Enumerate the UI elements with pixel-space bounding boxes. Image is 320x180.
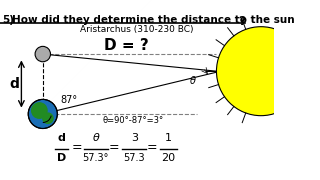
Text: How did they determine the distance to the sun: How did they determine the distance to t…: [12, 15, 295, 25]
Text: 20: 20: [162, 153, 176, 163]
Circle shape: [43, 113, 53, 123]
Text: D = ?: D = ?: [104, 38, 149, 53]
Text: ?: ?: [238, 15, 245, 28]
Circle shape: [35, 46, 51, 62]
Text: θ=90°-87°=3°: θ=90°-87°=3°: [103, 116, 164, 125]
Text: =: =: [72, 141, 82, 154]
Text: =: =: [146, 141, 157, 154]
Circle shape: [32, 103, 47, 118]
Text: 57.3: 57.3: [124, 153, 145, 163]
Text: d: d: [10, 77, 20, 91]
Text: Aristarchus (310-230 BC): Aristarchus (310-230 BC): [80, 25, 194, 34]
Text: 87°: 87°: [60, 95, 77, 105]
Circle shape: [216, 27, 306, 116]
Text: =: =: [108, 141, 119, 154]
Text: D: D: [57, 153, 66, 163]
Text: 57.3°: 57.3°: [83, 153, 109, 163]
Text: θ: θ: [189, 76, 196, 86]
Text: 3: 3: [131, 133, 138, 143]
Text: d: d: [58, 133, 66, 143]
Text: 5): 5): [2, 15, 14, 25]
Text: 1: 1: [165, 133, 172, 143]
Text: $\theta$: $\theta$: [92, 131, 100, 143]
Circle shape: [28, 99, 57, 129]
